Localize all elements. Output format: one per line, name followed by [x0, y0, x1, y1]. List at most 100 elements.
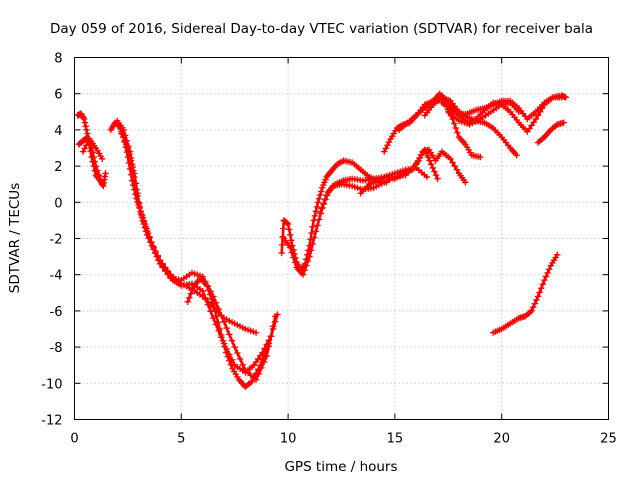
series-layer	[74, 90, 569, 391]
y-tick-label: -10	[41, 377, 62, 392]
data-point-marker	[220, 318, 228, 325]
data-point-marker	[187, 290, 195, 297]
data-point-marker	[454, 129, 461, 136]
data-point-marker	[288, 237, 295, 244]
series-arc-9	[280, 164, 431, 278]
x-tick-label: 20	[493, 432, 510, 447]
data-point-marker	[462, 179, 469, 186]
series-arc-5	[114, 117, 279, 383]
data-point-marker	[310, 217, 317, 224]
data-point-marker	[219, 337, 227, 344]
data-point-marker	[562, 94, 569, 101]
data-point-marker	[158, 260, 166, 268]
data-point-marker	[449, 159, 456, 166]
data-point-marker	[227, 361, 235, 368]
x-tick-label: 25	[600, 432, 617, 447]
data-point-marker	[541, 276, 548, 284]
data-point-marker	[321, 196, 329, 203]
data-point-marker	[304, 257, 312, 265]
data-point-marker	[129, 163, 136, 171]
x-tick-label: 10	[280, 432, 297, 447]
x-tick-label: 0	[70, 432, 78, 447]
axis-layer: 0 5 10 15 20 25 -12 -10 -8 -6 -4 -2 0 2 4 6 8	[41, 52, 617, 447]
data-point-marker	[315, 216, 323, 223]
y-tick-label: -12	[41, 414, 62, 429]
data-point-marker	[184, 298, 191, 306]
data-point-marker	[265, 340, 273, 347]
data-point-marker	[308, 229, 315, 237]
series-arc-11	[357, 146, 441, 197]
data-point-marker	[95, 171, 103, 179]
data-point-marker	[124, 144, 132, 152]
series-arc-7	[184, 275, 281, 391]
chart-title: Day 059 of 2016, Sidereal Day-to-day VTE…	[50, 21, 593, 37]
data-point-marker	[81, 119, 89, 126]
data-point-marker	[224, 353, 231, 360]
data-point-marker	[318, 205, 325, 212]
data-point-marker	[131, 170, 138, 177]
data-point-marker	[311, 234, 318, 241]
data-point-marker	[146, 233, 153, 240]
data-point-marker	[554, 251, 561, 258]
data-point-marker	[313, 203, 321, 211]
data-point-marker	[210, 300, 217, 307]
data-point-marker	[252, 370, 260, 377]
data-point-marker	[123, 141, 130, 148]
data-point-marker	[539, 281, 547, 288]
data-point-marker	[97, 176, 104, 183]
data-point-marker	[301, 266, 308, 274]
data-point-marker	[299, 271, 307, 278]
data-point-marker	[532, 115, 540, 123]
data-point-marker	[234, 349, 241, 357]
data-point-marker	[279, 241, 286, 249]
data-point-marker	[309, 240, 316, 248]
data-point-marker	[208, 295, 215, 303]
data-point-marker	[429, 164, 437, 172]
data-point-marker	[228, 337, 236, 344]
series-line	[491, 253, 559, 334]
data-point-marker	[533, 296, 540, 304]
data-point-marker	[248, 378, 255, 385]
data-point-marker	[126, 151, 133, 158]
data-point-marker	[140, 219, 148, 226]
data-point-marker	[315, 195, 323, 202]
data-point-marker	[257, 362, 264, 369]
data-point-marker	[156, 257, 164, 264]
data-point-marker	[274, 311, 281, 318]
data-point-marker	[314, 199, 322, 206]
data-point-marker	[214, 319, 222, 326]
data-point-marker	[186, 294, 193, 301]
data-point-marker	[139, 214, 146, 221]
data-point-marker	[99, 155, 106, 163]
data-point-marker	[199, 287, 206, 295]
data-point-marker	[306, 253, 313, 260]
data-point-marker	[534, 112, 542, 119]
data-point-marker	[83, 126, 90, 134]
data-point-marker	[450, 120, 458, 127]
data-point-marker	[82, 123, 89, 130]
data-point-marker	[309, 223, 316, 230]
y-tick-label: 6	[54, 88, 62, 103]
data-point-marker	[231, 343, 238, 351]
data-point-marker	[236, 355, 244, 363]
data-point-marker	[91, 158, 98, 165]
data-point-marker	[287, 231, 294, 239]
data-point-marker	[119, 133, 127, 141]
data-point-marker	[477, 153, 484, 161]
data-point-marker	[142, 223, 149, 230]
data-point-marker	[254, 366, 262, 373]
data-point-marker	[452, 124, 459, 132]
data-point-marker	[530, 304, 537, 311]
data-point-marker	[218, 331, 225, 339]
data-point-marker	[544, 269, 551, 277]
data-point-marker	[288, 249, 296, 256]
data-point-marker	[150, 244, 157, 251]
data-point-marker	[534, 293, 542, 300]
data-point-marker	[272, 318, 279, 325]
y-tick-label: 4	[54, 124, 62, 139]
y-tick-label: -2	[50, 233, 63, 248]
y-axis-label: SDTVAR / TECUs	[7, 183, 23, 293]
data-point-marker	[121, 137, 128, 144]
data-point-marker	[538, 285, 545, 292]
data-point-marker	[426, 157, 433, 164]
